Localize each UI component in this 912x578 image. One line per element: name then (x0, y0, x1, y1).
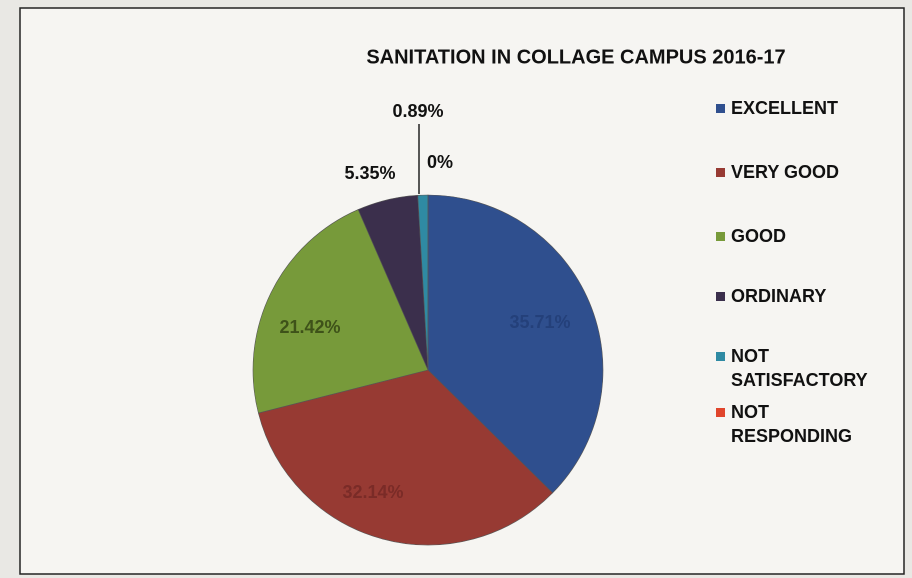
data-label: 0% (427, 152, 453, 172)
legend-label: ORDINARY (731, 286, 827, 306)
legend: EXCELLENT VERY GOOD GOOD ORDINARY NOT SATISF… (716, 96, 886, 448)
legend-label: GOOD (731, 226, 787, 246)
chart-title: SANITATION IN COLLAGE CAMPUS 2016-17 (366, 46, 785, 68)
pie-slice (252, 209, 429, 414)
pie (252, 194, 604, 546)
legend-swatch (716, 168, 725, 177)
pie-slice (258, 369, 554, 546)
data-label: 21.42% (279, 317, 340, 337)
legend-swatch (716, 292, 725, 301)
data-label: 32.14% (342, 482, 403, 502)
data-label: 0.89% (392, 101, 443, 121)
legend-label: NOT RESPONDING (731, 402, 853, 446)
legend-item: NOT SATISFACTORY (716, 344, 886, 392)
legend-label: NOT SATISFACTORY (731, 346, 868, 390)
legend-item: ORDINARY (716, 284, 886, 308)
pie-slice (427, 194, 604, 494)
legend-swatch (716, 352, 725, 361)
legend-item: EXCELLENT (716, 96, 886, 120)
legend-item: GOOD (716, 224, 886, 248)
legend-item: VERY GOOD (716, 160, 886, 184)
data-label: 35.71% (509, 312, 570, 332)
legend-label: EXCELLENT (731, 98, 839, 118)
legend-item: NOT RESPONDING (716, 400, 886, 448)
legend-swatch (716, 232, 725, 241)
data-label: 5.35% (344, 163, 395, 183)
legend-swatch (716, 408, 725, 417)
legend-label: VERY GOOD (731, 162, 840, 182)
legend-swatch (716, 104, 725, 113)
